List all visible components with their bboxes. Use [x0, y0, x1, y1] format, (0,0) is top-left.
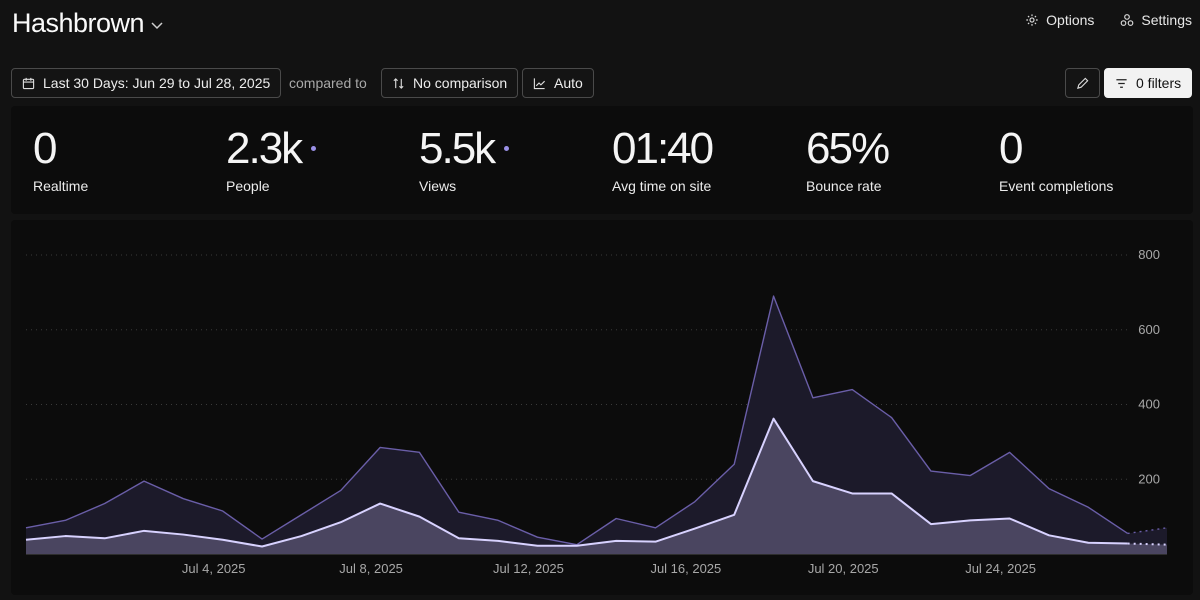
trend-dot-icon	[504, 146, 510, 151]
filters-button[interactable]: 0 filters	[1104, 68, 1193, 98]
stat-bounce-rate[interactable]: 65% Bounce rate	[806, 124, 890, 195]
stat-people[interactable]: 2.3k People	[226, 124, 317, 194]
stat-label: Event completions	[999, 178, 1114, 194]
stats-panel: 0 Realtime 2.3k People 5.5k Views 01:40 …	[11, 106, 1193, 214]
line-chart-icon	[533, 77, 546, 89]
traffic-chart[interactable]: 200 400 600 800 Jul 4, 2025 Jul 8, 2025 Jul 12…	[11, 220, 1193, 595]
compared-to-label: compared to	[289, 75, 367, 91]
comparison-button[interactable]: No comparison	[381, 68, 519, 98]
date-range-label: Last 30 Days: Jun 29 to Jul 28, 2025	[43, 75, 271, 91]
x-tick-label: Jul 4, 2025	[182, 561, 246, 576]
stat-label: Avg time on site	[612, 178, 712, 194]
options-button[interactable]: Options	[1025, 12, 1094, 28]
stat-value: 01:40	[612, 124, 714, 173]
stat-views[interactable]: 5.5k Views	[419, 124, 510, 194]
people-area	[26, 418, 1167, 554]
header: Hashbrown Options Settings	[12, 8, 1200, 44]
y-tick-label: 600	[1138, 322, 1160, 337]
trend-dot-icon	[311, 146, 317, 151]
calendar-icon	[22, 77, 35, 89]
stat-value: 5.5k	[419, 124, 496, 173]
x-tick-label: Jul 8, 2025	[339, 561, 403, 576]
stat-value: 0	[33, 124, 58, 173]
views-area	[26, 296, 1167, 554]
stat-realtime[interactable]: 0 Realtime	[33, 124, 89, 195]
stat-label: Realtime	[33, 178, 89, 194]
filters-label: 0 filters	[1136, 75, 1182, 91]
filter-icon	[1116, 78, 1127, 88]
edit-button[interactable]	[1065, 68, 1100, 98]
chevron-down-icon	[151, 21, 163, 29]
views-partial-line	[1127, 527, 1168, 535]
swap-icon	[393, 77, 404, 89]
y-tick-label: 200	[1138, 471, 1160, 486]
comparison-label: No comparison	[413, 75, 508, 91]
page-title: Hashbrown	[12, 8, 145, 38]
stat-avg-time[interactable]: 01:40 Avg time on site	[612, 124, 714, 195]
settings-label: Settings	[1141, 12, 1192, 28]
x-tick-label: Jul 20, 2025	[808, 561, 879, 576]
settings-button[interactable]: Settings	[1120, 12, 1192, 28]
y-tick-label: 800	[1138, 247, 1160, 262]
stat-label: Bounce rate	[806, 178, 882, 194]
stat-label: Views	[419, 178, 457, 194]
stat-value: 65%	[806, 124, 890, 173]
stat-value: 2.3k	[226, 124, 303, 173]
x-tick-label: Jul 16, 2025	[650, 561, 721, 576]
interval-label: Auto	[554, 75, 583, 91]
interval-button[interactable]: Auto	[522, 68, 594, 98]
y-tick-label: 400	[1138, 397, 1160, 412]
stat-label: People	[226, 178, 270, 194]
stat-event-completions[interactable]: 0 Event completions	[999, 124, 1114, 195]
date-range-button[interactable]: Last 30 Days: Jun 29 to Jul 28, 2025	[11, 68, 282, 98]
x-tick-label: Jul 12, 2025	[493, 561, 564, 576]
toolbar: Last 30 Days: Jun 29 to Jul 28, 2025 com…	[11, 68, 1193, 98]
gear-icon	[1026, 14, 1038, 26]
settings-icon	[1121, 14, 1134, 26]
people-partial-line	[1127, 542, 1168, 546]
options-label: Options	[1046, 12, 1095, 28]
site-switcher[interactable]: Hashbrown	[12, 8, 164, 39]
pencil-icon	[1077, 77, 1089, 89]
x-tick-label: Jul 24, 2025	[965, 561, 1036, 576]
stat-value: 0	[999, 124, 1024, 173]
